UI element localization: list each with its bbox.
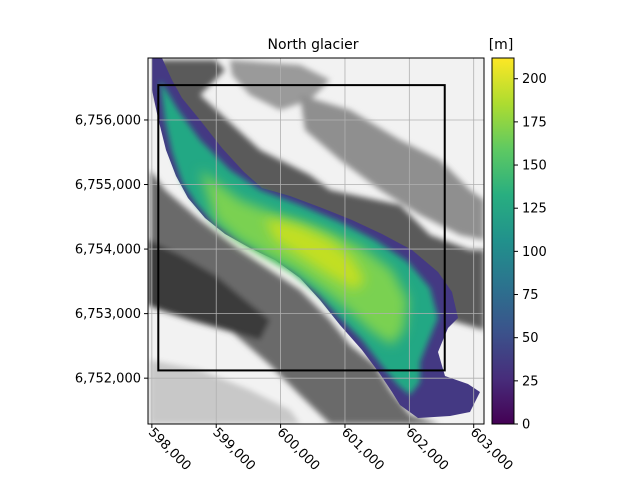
y-axis: 6,752,000 6,753,000 6,754,000 6,755,000 6,75… <box>75 113 148 387</box>
grid <box>148 58 484 424</box>
colorbar-ticks: 0 25 50 75 100 125 150 175 200 <box>514 72 547 433</box>
x-axis: 598,000 599,000 600,000 601,000 602,000 603,0… <box>145 424 515 474</box>
colorbar-gradient <box>491 57 515 425</box>
colorbar-tick-label: 200 <box>522 72 547 87</box>
y-tick-label: 6,755,000 <box>75 178 141 193</box>
colorbar-tick-label: 50 <box>522 331 539 346</box>
terrain-lower-left <box>148 240 270 340</box>
terrain-ridge-south <box>150 170 440 424</box>
colorbar-tick-label: 150 <box>522 159 547 174</box>
x-tick-label: 602,000 <box>403 425 452 474</box>
chart-title: North glacier <box>268 37 359 53</box>
axes-frame <box>147 57 485 425</box>
glacier-thickness <box>152 58 480 418</box>
x-tick-label: 601,000 <box>338 425 387 474</box>
x-tick-label: 599,000 <box>209 425 258 474</box>
colorbar-tick-label: 25 <box>522 374 539 389</box>
y-tick-label: 6,752,000 <box>75 372 141 387</box>
x-tick-label: 598,000 <box>145 425 194 474</box>
terrain-bottom-left <box>150 360 300 424</box>
glacier-peak <box>265 218 365 290</box>
colorbar-tick-label: 0 <box>522 418 530 433</box>
y-tick-label: 6,756,000 <box>75 113 141 128</box>
x-tick-label: 603,000 <box>467 425 516 474</box>
colorbar: [m] 0 25 50 75 100 125 150 175 200 <box>489 37 547 433</box>
colorbar-tick-label: 100 <box>522 245 547 260</box>
outline-box <box>157 84 446 372</box>
map-area <box>148 58 484 424</box>
colorbar-tick-label: 75 <box>522 288 539 303</box>
y-tick-label: 6,753,000 <box>75 307 141 322</box>
y-tick-label: 6,754,000 <box>75 243 141 258</box>
colorbar-tick-label: 125 <box>522 202 547 217</box>
colorbar-label: [m] <box>489 37 514 53</box>
terrain-right-band <box>300 95 484 240</box>
colorbar-tick-label: 175 <box>522 115 547 130</box>
x-tick-label: 600,000 <box>274 425 323 474</box>
